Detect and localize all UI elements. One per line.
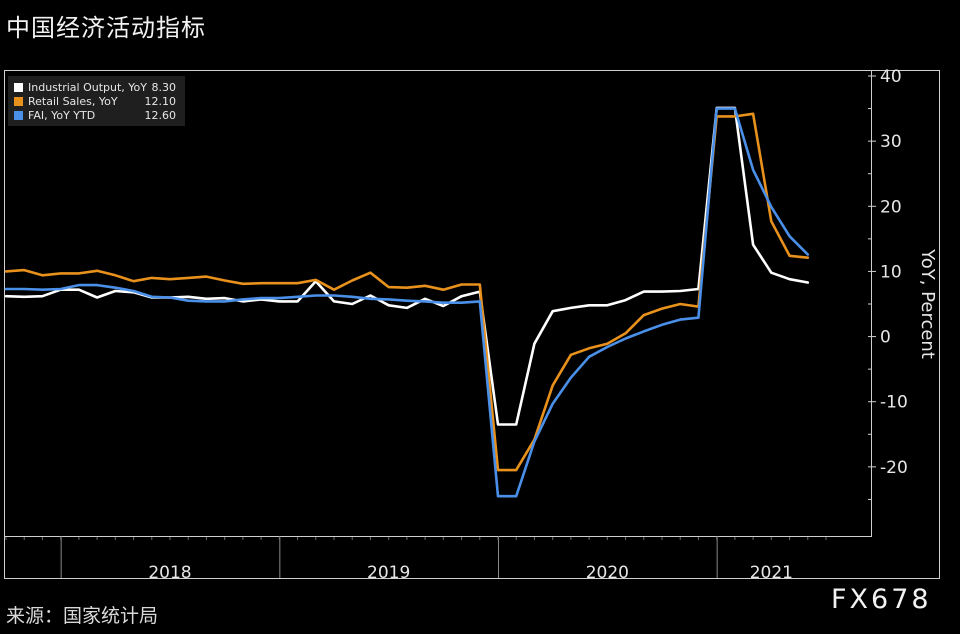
year-label: 2018: [148, 563, 191, 583]
legend: Industrial Output, YoY 8.30 Retail Sales…: [8, 76, 185, 126]
series-line-fai-yoy-ytd: [4, 107, 810, 498]
series-line-retail-sales-yoy: [4, 112, 810, 472]
y-tick-label: 20: [880, 197, 902, 217]
legend-value-industrial-output: 8.30: [152, 81, 177, 94]
y-axis-title: YoY, Percent: [917, 248, 938, 359]
legend-box: [8, 76, 185, 126]
series-line-industrial-output-yoy: [4, 106, 810, 426]
y-tick-label: 0: [880, 328, 891, 348]
y-tick-label: 10: [880, 262, 902, 282]
legend-value-fai: 12.60: [145, 109, 177, 122]
year-label: 2020: [586, 563, 629, 583]
plot-frame: [4, 70, 940, 579]
legend-value-retail-sales: 12.10: [145, 95, 177, 108]
legend-swatch-industrial-output: [14, 83, 23, 92]
legend-swatch-fai: [14, 111, 23, 120]
legend-label-fai: FAI, YoY YTD: [28, 109, 95, 122]
series-lines: [4, 106, 810, 498]
page-title: 中国经济活动指标: [6, 14, 206, 42]
legend-label-industrial-output: Industrial Output, YoY: [28, 81, 147, 94]
y-tick-label: -20: [880, 458, 908, 478]
watermark: FX678: [831, 584, 932, 615]
y-axis: 40 30 20 10 0 -10 -20: [868, 67, 908, 500]
legend-label-retail-sales: Retail Sales, YoY: [28, 95, 118, 108]
year-label: 2021: [750, 563, 793, 583]
year-label: 2019: [367, 563, 410, 583]
y-tick-label: 40: [880, 67, 902, 87]
y-tick-label: 30: [880, 132, 902, 152]
source-note: 来源：国家统计局: [6, 605, 159, 627]
legend-swatch-retail-sales: [14, 97, 23, 106]
x-axis: 2018 2019 2020 2021: [5, 536, 827, 583]
y-tick-label: -10: [880, 393, 908, 413]
